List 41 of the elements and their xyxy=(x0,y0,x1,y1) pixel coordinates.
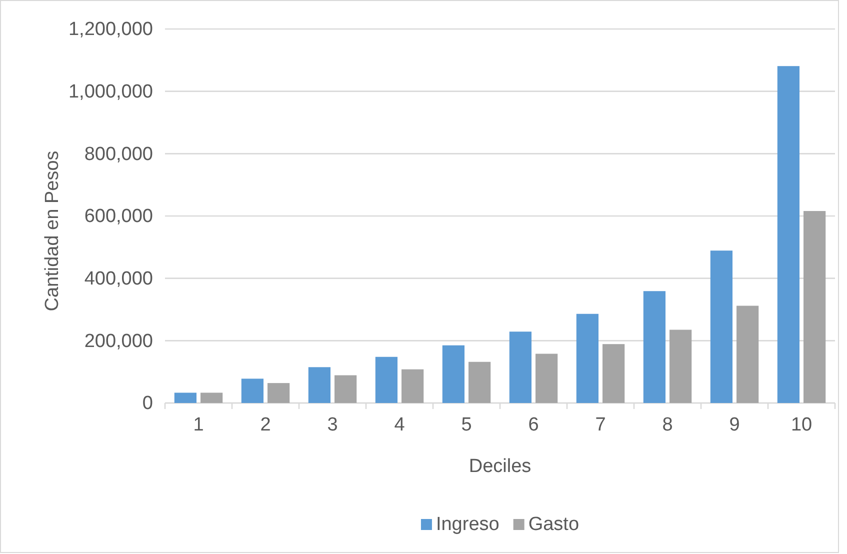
bar xyxy=(710,250,732,403)
bar xyxy=(670,330,692,403)
legend-label: Ingreso xyxy=(436,514,500,535)
bar xyxy=(736,306,759,403)
x-axis-title: Deciles xyxy=(468,456,532,477)
y-tick-label: 1,200,000 xyxy=(68,19,153,40)
bar xyxy=(777,66,800,403)
y-tick-label: 800,000 xyxy=(84,144,153,165)
y-tick-label: 600,000 xyxy=(84,206,153,228)
bar xyxy=(602,344,625,403)
x-tick-label: 4 xyxy=(394,414,406,436)
x-tick-label: 5 xyxy=(461,414,472,436)
bar xyxy=(804,211,826,403)
y-axis-title: Cantidad en Pesos xyxy=(42,150,63,312)
bar xyxy=(375,356,398,403)
bar xyxy=(442,345,464,403)
y-tick-label: 0 xyxy=(142,393,153,414)
bar xyxy=(200,392,223,403)
bar xyxy=(268,383,290,403)
x-tick-label: 6 xyxy=(528,414,539,436)
y-tick-label: 200,000 xyxy=(84,330,153,352)
bar xyxy=(643,291,666,403)
y-tick-label: 1,000,000 xyxy=(68,81,153,102)
y-tick-label: 400,000 xyxy=(84,268,153,290)
x-tick-label: 8 xyxy=(662,414,673,436)
x-tick-label: 1 xyxy=(193,414,204,436)
bar xyxy=(334,375,357,403)
bar xyxy=(308,367,330,403)
x-tick-label: 2 xyxy=(260,414,271,436)
bar xyxy=(536,354,558,403)
bar xyxy=(174,392,196,403)
bar xyxy=(468,362,491,403)
legend-label: Gasto xyxy=(528,514,580,535)
x-tick-label: 10 xyxy=(790,414,812,436)
bar xyxy=(241,378,264,403)
x-tick-label: 3 xyxy=(327,414,338,436)
x-tick-label: 7 xyxy=(595,414,606,436)
x-tick-label: 9 xyxy=(729,414,740,436)
bar xyxy=(509,332,532,403)
bar xyxy=(402,369,424,403)
bar xyxy=(576,314,598,403)
